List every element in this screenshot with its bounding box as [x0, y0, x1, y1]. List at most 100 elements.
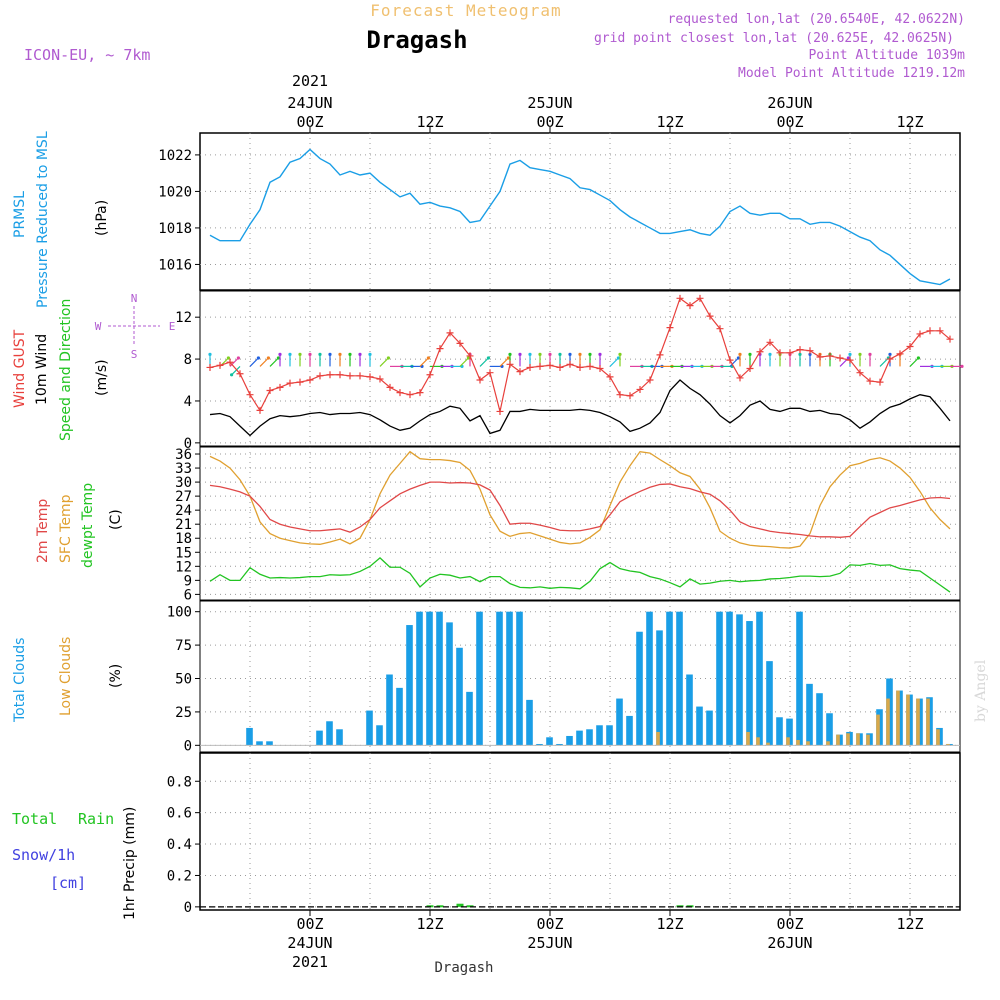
series-line-prmsl	[209, 148, 951, 286]
cloud-low-bar	[786, 737, 790, 746]
wind-arrow-head	[578, 352, 582, 357]
cloud-total-bar	[546, 737, 553, 746]
gust-marker	[646, 376, 654, 384]
gust-marker	[756, 348, 764, 356]
gust-marker	[626, 392, 634, 400]
wind-dir-label: Speed and Direction	[58, 299, 74, 441]
cloud-total-bar	[576, 730, 583, 746]
wind-arrow-head	[538, 352, 542, 357]
cloud-total-bar	[756, 611, 763, 746]
cloud-total-bar	[806, 683, 813, 746]
gust-marker	[276, 383, 284, 391]
y-tick-label: 0.2	[167, 868, 192, 884]
y-tick-label: 25	[175, 705, 192, 721]
gust-marker	[546, 361, 554, 369]
y-tick-label: 0	[184, 738, 192, 754]
wind-10m-label: 10m Wind	[34, 334, 50, 405]
y-tick-label: 33	[175, 461, 192, 477]
y-tick-label: 21	[175, 517, 192, 533]
gust-marker	[216, 361, 224, 369]
wind-arrow-head	[226, 356, 230, 360]
panel-wind: 0 4 8 12	[175, 290, 964, 452]
wind-arrow-head	[266, 356, 270, 360]
gust-marker	[426, 371, 434, 379]
y-tick-label: 24	[175, 503, 192, 519]
wind-arrow-head	[318, 352, 322, 357]
cloud-total-bar	[586, 729, 593, 746]
pressure-label-a: PRMSL	[12, 191, 28, 238]
cloud-total-bar	[256, 741, 263, 746]
gust-marker	[766, 338, 774, 346]
wind-arrow-head	[798, 352, 802, 357]
cloud-low-bar	[856, 733, 860, 746]
gust-marker	[576, 363, 584, 371]
cloud-total-bar	[776, 717, 783, 746]
panel-frame	[199, 132, 961, 291]
gust-marker	[926, 327, 934, 335]
cloud-total-bar	[516, 611, 523, 746]
gust-marker	[346, 372, 354, 380]
cloud-total-bar	[736, 614, 743, 746]
cloud-low-bar	[756, 737, 760, 746]
bottom-axis-label: 24JUN	[287, 934, 332, 952]
cloud-total-bar	[626, 715, 633, 746]
cloud-low-bar	[656, 731, 660, 746]
cloud-total-bar	[826, 713, 833, 746]
top-axis-label: 26JUN	[767, 94, 812, 112]
cloud-total-bar	[396, 687, 403, 746]
cloud-total-bar	[266, 741, 273, 746]
series-line-dewpoint	[209, 557, 951, 593]
panel-pressure: 1016 1018 1020 1022	[158, 132, 961, 291]
gust-marker	[496, 407, 504, 415]
gust-marker	[286, 379, 294, 387]
gust-marker	[736, 374, 744, 382]
gust-marker	[506, 360, 514, 368]
wind-direction-arrow	[419, 357, 429, 367]
gust-marker	[206, 363, 214, 371]
cloud-total-bar	[746, 621, 753, 746]
cloud-total-bar	[726, 611, 733, 746]
wind-arrow-head	[486, 356, 490, 360]
gust-marker	[246, 391, 254, 399]
cloud-total-bar	[616, 698, 623, 746]
gust-marker	[666, 324, 674, 332]
bottom-axis-label: 12Z	[656, 915, 683, 933]
cloud-total-bar	[656, 630, 663, 746]
gust-marker	[586, 362, 594, 370]
clouds-unit: (%)	[108, 664, 124, 688]
gust-marker	[866, 377, 874, 385]
gust-marker	[536, 362, 544, 370]
gust-marker	[936, 327, 944, 335]
wind-arrow-head	[736, 356, 741, 360]
gust-marker	[796, 346, 804, 354]
gust-marker	[896, 350, 904, 358]
top-axis-label: 24JUN	[287, 94, 332, 112]
cloud-low-bar	[926, 698, 930, 746]
cloud-low-bar	[836, 734, 840, 746]
y-tick-label: 18	[175, 531, 192, 547]
wind-arrow-head	[738, 352, 742, 357]
precip-snow-unit: [cm]	[50, 874, 86, 892]
gust-marker	[356, 372, 364, 380]
y-tick-label: 36	[175, 447, 192, 463]
gust-marker	[526, 363, 534, 371]
panel-frame	[199, 446, 961, 601]
gust-marker	[686, 302, 694, 310]
wind-arrow-head	[548, 352, 552, 357]
wind-arrow-head	[230, 373, 234, 377]
chart-subtitle: Forecast Meteogram	[370, 1, 561, 20]
cloud-total-bar	[556, 743, 563, 746]
bottom-axis-label: 00Z	[776, 915, 803, 933]
cloud-low-bar	[866, 734, 870, 746]
wind-arrow-head	[506, 356, 510, 360]
cloud-total-bar	[326, 721, 333, 746]
cloud-total-bar	[446, 622, 453, 746]
wind-direction-arrow	[459, 357, 469, 367]
gust-marker	[606, 373, 614, 381]
top-axis-label: 12Z	[416, 113, 443, 131]
cloud-total-bar	[466, 691, 473, 746]
y-tick-label: 1020	[158, 184, 192, 200]
gust-marker	[856, 369, 864, 377]
pressure-label-b: Pressure Reduced to MSL	[35, 131, 51, 308]
